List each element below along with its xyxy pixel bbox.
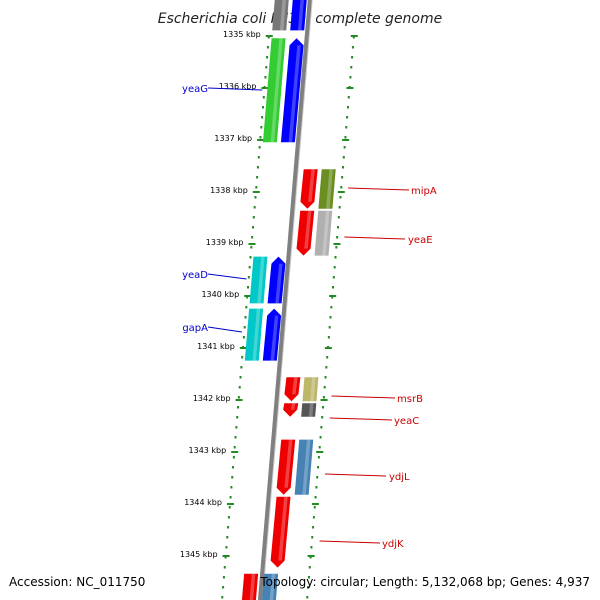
gene-label-yeaC: yeaC xyxy=(394,416,419,427)
gene-gapA-cds xyxy=(244,308,264,361)
tick-label: 1338 kbp xyxy=(210,186,248,195)
gene-ydjL-arrow xyxy=(276,439,296,495)
gene-ydjK-arrow-shine xyxy=(278,496,288,561)
leader-yeaE xyxy=(344,236,406,240)
gene-ydjL-cds xyxy=(294,439,314,495)
backbone-line xyxy=(257,0,312,600)
gene-partial-bottom-cds xyxy=(261,573,279,600)
gene-msrB-cds-shine xyxy=(310,377,316,402)
inner-tick-track xyxy=(306,35,358,599)
tick-label: 1339 kbp xyxy=(206,238,244,247)
gene-partial-top-cds-shine xyxy=(279,0,286,31)
gene-label-mipA: mipA xyxy=(411,186,437,197)
gene-yeaE-cds xyxy=(314,210,333,256)
tick-label: 1340 kbp xyxy=(201,290,239,299)
leader-yeaC xyxy=(329,417,393,421)
gene-yeaG-arrow-shine xyxy=(288,45,301,143)
gene-partial-bottom-cds-shine xyxy=(269,573,276,600)
gene-partial-bottom-shine xyxy=(249,573,256,600)
gene-yeaD-arrow-shine xyxy=(275,263,283,304)
tick-label: 1336 kbp xyxy=(219,82,257,91)
leader-yeaG xyxy=(207,87,263,91)
gene-gapA-arrow-shine xyxy=(270,315,279,361)
leader-yeaD xyxy=(207,273,247,280)
gene-ydjL-cds-shine xyxy=(302,439,311,495)
gene-partial-top-arrow xyxy=(290,0,307,31)
gene-mipA-cds xyxy=(318,169,336,209)
gene-features xyxy=(241,0,336,600)
tick-label: 1337 kbp xyxy=(214,134,252,143)
gene-yeaG-arrow xyxy=(280,38,304,143)
gene-label-yeaE: yeaE xyxy=(408,235,433,246)
gene-yeaD-cds-shine xyxy=(257,256,265,304)
gene-msrB-arrow-shine xyxy=(292,377,298,395)
outer-tick-track: 1335 kbp 1336 kbp 1337 kbp 1338 kbp 1339 kbp… xyxy=(180,30,273,599)
genome-summary-text: Topology: circular; Length: 5,132,068 bp… xyxy=(260,575,590,589)
tick-label: 1341 kbp xyxy=(197,342,235,351)
gene-msrB-arrow xyxy=(284,377,301,402)
gene-label-yeaG: yeaG xyxy=(182,84,208,95)
tick-label: 1342 kbp xyxy=(193,394,231,403)
gene-msrB-cds xyxy=(302,377,319,402)
gene-yeaC-arrow xyxy=(283,403,299,417)
tick-label: 1335 kbp xyxy=(223,30,261,39)
gene-mipA-arrow-shine xyxy=(308,169,315,202)
leader-gapA xyxy=(207,326,243,333)
gene-yeaE-cds-shine xyxy=(322,210,330,256)
gene-yeaD-cds xyxy=(249,256,268,304)
gene-partial-top-arrow-shine xyxy=(297,0,304,31)
gene-gapA-arrow xyxy=(262,308,282,361)
leader-msrB xyxy=(331,395,396,399)
gene-label-msrB: msrB xyxy=(397,394,423,405)
gene-mipA-cds-shine xyxy=(326,169,333,209)
gene-labels: yeaG yeaD gapA mipA yeaE msrB yeaC ydjL ydjK xyxy=(182,84,437,550)
leader-mipA xyxy=(348,187,410,191)
gene-gapA-cds-shine xyxy=(252,308,261,361)
gene-yeaC-cds xyxy=(301,403,317,417)
gene-yeaE-arrow xyxy=(296,210,315,256)
gene-yeaE-arrow-shine xyxy=(304,210,312,249)
gene-yeaG-cds-shine xyxy=(270,38,283,143)
gene-yeaC-arrow-shine xyxy=(290,403,296,410)
tick-label: 1344 kbp xyxy=(184,498,222,507)
leader-ydjK xyxy=(319,540,381,544)
accession-text: Accession: NC_011750 xyxy=(9,575,146,589)
gene-partial-top-cds xyxy=(272,0,289,31)
tick-label: 1343 kbp xyxy=(189,446,227,455)
gene-label-ydjL: ydjL xyxy=(389,472,410,483)
gene-label-ydjK: ydjK xyxy=(382,539,404,550)
gene-mipA-arrow xyxy=(300,169,318,209)
gene-ydjK-arrow xyxy=(270,496,291,568)
tick-label: 1345 kbp xyxy=(180,550,218,559)
gene-label-gapA: gapA xyxy=(182,323,208,334)
gene-label-yeaD: yeaD xyxy=(182,270,208,281)
gene-partial-bottom xyxy=(241,573,259,600)
gene-yeaG-cds xyxy=(262,38,286,143)
genome-backbone xyxy=(257,0,313,600)
gene-yeaD-arrow xyxy=(267,256,286,304)
gene-ydjL-arrow-shine xyxy=(284,439,293,488)
leader-ydjL xyxy=(324,473,387,477)
gene-yeaC-cds-shine xyxy=(308,403,314,417)
